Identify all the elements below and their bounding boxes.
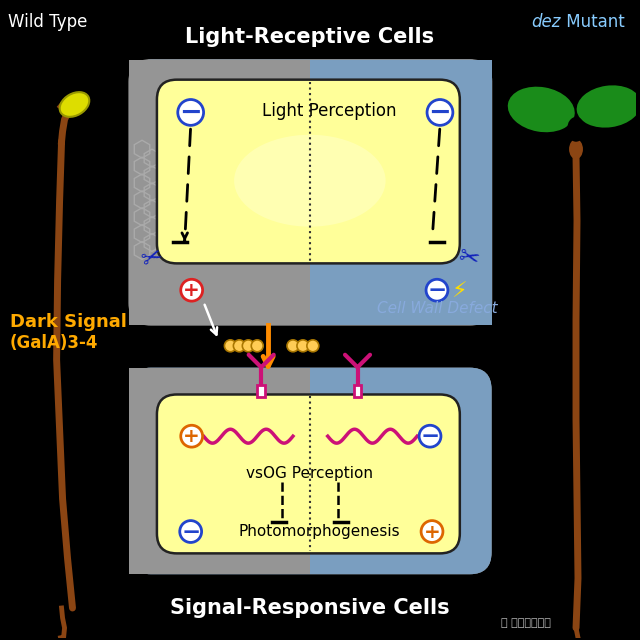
FancyBboxPatch shape bbox=[129, 60, 492, 325]
Text: Mutant: Mutant bbox=[561, 13, 625, 31]
Text: −: − bbox=[428, 279, 447, 302]
FancyBboxPatch shape bbox=[157, 79, 460, 264]
Text: +: + bbox=[183, 427, 200, 446]
Text: Dark Signal: Dark Signal bbox=[10, 313, 127, 331]
FancyBboxPatch shape bbox=[129, 60, 492, 325]
Circle shape bbox=[307, 340, 319, 352]
Text: −: − bbox=[181, 520, 200, 543]
Text: Photomorphogenesis: Photomorphogenesis bbox=[239, 524, 401, 539]
Circle shape bbox=[287, 340, 299, 352]
Text: −: − bbox=[179, 100, 202, 126]
Text: −: − bbox=[420, 425, 440, 448]
Text: −: − bbox=[429, 100, 451, 126]
Text: Cell Wall Defect: Cell Wall Defect bbox=[377, 301, 497, 316]
Text: Light-Receptive Cells: Light-Receptive Cells bbox=[186, 27, 435, 47]
Circle shape bbox=[252, 340, 263, 352]
Circle shape bbox=[426, 279, 448, 301]
Circle shape bbox=[180, 279, 203, 301]
Text: Wild Type: Wild Type bbox=[8, 13, 87, 31]
Text: (GalA)3-4: (GalA)3-4 bbox=[10, 334, 99, 352]
FancyBboxPatch shape bbox=[129, 367, 492, 574]
Ellipse shape bbox=[60, 92, 90, 117]
Ellipse shape bbox=[234, 135, 385, 227]
Ellipse shape bbox=[567, 117, 585, 141]
Text: ✂: ✂ bbox=[456, 244, 482, 273]
Circle shape bbox=[243, 340, 254, 352]
Circle shape bbox=[421, 520, 443, 543]
Text: ✂: ✂ bbox=[139, 244, 167, 273]
Text: +: + bbox=[183, 281, 200, 300]
Circle shape bbox=[180, 425, 203, 447]
Text: Light Perception: Light Perception bbox=[262, 102, 397, 120]
FancyBboxPatch shape bbox=[129, 60, 492, 325]
Ellipse shape bbox=[508, 86, 575, 132]
Circle shape bbox=[427, 100, 453, 125]
Circle shape bbox=[180, 520, 202, 543]
Ellipse shape bbox=[569, 140, 583, 159]
Circle shape bbox=[419, 425, 441, 447]
Bar bbox=[129, 60, 310, 325]
Text: ⚡: ⚡ bbox=[451, 282, 467, 302]
Bar bbox=[129, 367, 310, 574]
Circle shape bbox=[234, 340, 245, 352]
Text: 📱 植物研究进展: 📱 植物研究进展 bbox=[501, 618, 551, 628]
Text: vsOG Perception: vsOG Perception bbox=[246, 467, 373, 481]
FancyBboxPatch shape bbox=[157, 394, 460, 554]
Ellipse shape bbox=[577, 85, 640, 127]
FancyBboxPatch shape bbox=[129, 367, 492, 574]
FancyBboxPatch shape bbox=[353, 385, 362, 397]
Text: Signal-Responsive Cells: Signal-Responsive Cells bbox=[170, 598, 450, 618]
Circle shape bbox=[225, 340, 236, 352]
Polygon shape bbox=[310, 60, 492, 325]
Text: +: + bbox=[424, 522, 440, 541]
Text: dez: dez bbox=[531, 13, 561, 31]
Circle shape bbox=[297, 340, 309, 352]
Circle shape bbox=[178, 100, 204, 125]
FancyBboxPatch shape bbox=[257, 385, 265, 397]
